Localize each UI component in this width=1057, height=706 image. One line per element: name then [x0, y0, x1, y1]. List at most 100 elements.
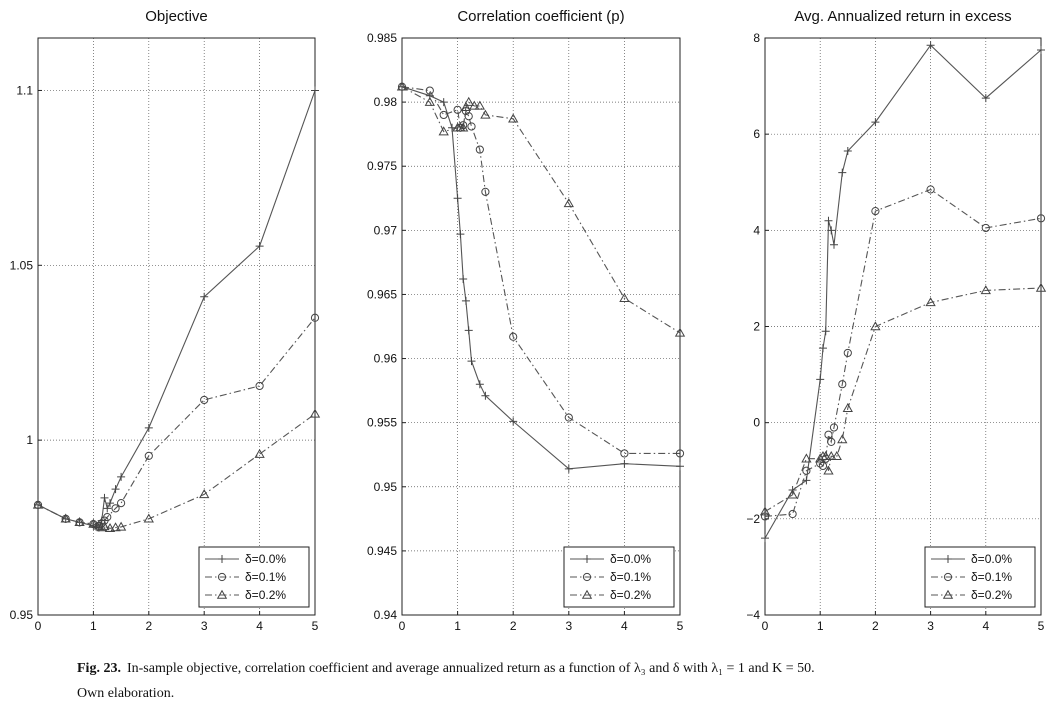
- data-point: [254, 448, 265, 458]
- figure-number: Fig. 23.: [77, 661, 121, 676]
- series-circle: [33, 313, 320, 530]
- data-point: [115, 521, 127, 531]
- data-point: [871, 207, 880, 216]
- data-point: [438, 126, 449, 136]
- x-tick-label: 0: [399, 619, 406, 633]
- data-point: [816, 375, 825, 384]
- data-point: [620, 449, 629, 458]
- y-tick-label: 0.95: [374, 480, 398, 494]
- legend-marker: [217, 572, 227, 582]
- series-circle: [760, 185, 1046, 521]
- y-tick-label: 0.985: [367, 31, 397, 45]
- data-point: [459, 275, 468, 284]
- data-point: [481, 187, 490, 196]
- data-point: [439, 98, 448, 107]
- data-point: [564, 413, 573, 422]
- series-line: [37, 90, 316, 529]
- y-tick-label: 0.97: [374, 223, 398, 237]
- data-point: [199, 489, 210, 499]
- data-point: [110, 522, 121, 532]
- series-plus: [398, 82, 684, 473]
- data-point: [144, 451, 153, 460]
- plot-frame: [37, 37, 316, 616]
- x-tick-label: 4: [982, 619, 989, 633]
- series-line: [764, 188, 1042, 517]
- legend-marker: [582, 572, 592, 582]
- data-point: [980, 285, 991, 295]
- series-line: [37, 317, 316, 527]
- data-point: [100, 493, 109, 502]
- y-tick-label: 1.05: [10, 258, 34, 272]
- data-point: [508, 113, 519, 123]
- legend-label: δ=0.1%: [610, 570, 651, 584]
- legend-label: δ=0.0%: [245, 552, 286, 566]
- data-point: [103, 512, 112, 522]
- caption-line: Fig. 23. In-sample objective, correlation…: [77, 656, 1037, 681]
- data-point: [96, 522, 107, 532]
- data-point: [60, 513, 71, 523]
- x-tick-label: 5: [312, 619, 319, 633]
- series-triangle: [759, 282, 1047, 516]
- data-point: [461, 296, 470, 305]
- data-point: [620, 459, 629, 468]
- data-point: [827, 437, 836, 446]
- x-tick-label: 2: [510, 619, 517, 633]
- legend: δ=0.0% δ=0.1% δ=0.2%: [924, 546, 1036, 608]
- y-tick-label: 0.965: [367, 287, 397, 301]
- data-point: [309, 408, 321, 418]
- x-tick-label: 0: [762, 619, 769, 633]
- y-tick-label: 0.96: [374, 352, 398, 366]
- data-point: [144, 423, 153, 432]
- data-point: [981, 94, 990, 103]
- data-point: [480, 109, 491, 119]
- data-point: [824, 430, 833, 439]
- x-tick-label: 5: [677, 619, 684, 633]
- y-tick-label: −4: [746, 608, 760, 622]
- data-point: [564, 464, 573, 473]
- data-point: [74, 517, 85, 527]
- excess-return-panel: Avg. Annualized return in excess 0 1 2 3 4 5 −4…: [746, 8, 1047, 633]
- data-point: [200, 292, 209, 301]
- caption-credit: Own elaboration.: [77, 686, 175, 701]
- legend-label: δ=0.0%: [971, 552, 1012, 566]
- data-point: [467, 357, 476, 366]
- data-point: [787, 489, 798, 499]
- legend-box: [924, 546, 1036, 608]
- series-circle: [397, 82, 685, 458]
- data-point: [117, 498, 126, 508]
- data-point: [837, 434, 848, 444]
- data-point: [827, 226, 836, 235]
- legend-label: δ=0.2%: [971, 588, 1012, 602]
- data-point: [675, 449, 685, 458]
- series-triangle: [396, 81, 686, 337]
- data-point: [870, 321, 881, 331]
- data-point: [820, 451, 831, 461]
- data-point: [871, 118, 880, 127]
- data-point: [460, 101, 472, 111]
- data-point: [475, 380, 484, 389]
- data-point: [821, 327, 830, 336]
- legend-box: [198, 546, 310, 608]
- data-point: [838, 380, 847, 389]
- data-point: [467, 122, 476, 131]
- series-line: [764, 287, 1042, 513]
- y-tick-label: 4: [753, 223, 760, 237]
- data-point: [826, 451, 837, 461]
- data-point: [831, 451, 842, 461]
- x-tick-label: 1: [454, 619, 461, 633]
- data-point: [453, 105, 462, 114]
- data-point: [111, 504, 120, 513]
- data-point: [457, 122, 469, 132]
- legend-marker: [943, 572, 953, 582]
- data-point: [396, 81, 408, 91]
- data-point: [674, 327, 686, 337]
- correlation-panel: Correlation coefficient (p) 0 1 2 3 4 5 0.94 0.9…: [367, 8, 686, 633]
- data-point: [563, 198, 574, 208]
- data-point: [1036, 214, 1046, 223]
- data-point: [823, 465, 834, 475]
- x-tick-label: 5: [1038, 619, 1045, 633]
- legend-label: δ=0.2%: [245, 588, 286, 602]
- data-point: [424, 96, 435, 106]
